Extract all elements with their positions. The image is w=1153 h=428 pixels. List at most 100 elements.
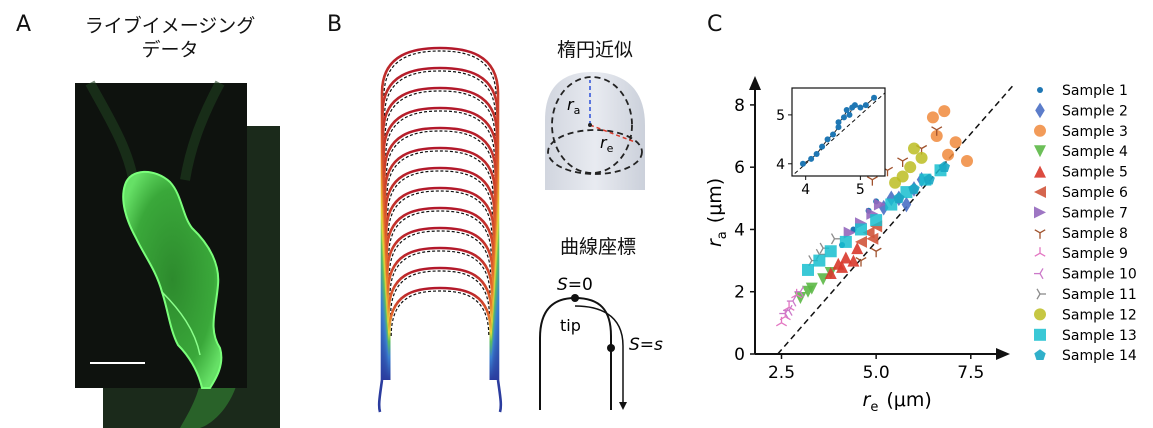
inset-data-point [813, 151, 820, 157]
data-point [836, 260, 849, 273]
y-tick-label: 0 [734, 345, 745, 365]
y-axis-label: ra(μm) [704, 178, 730, 247]
data-point [851, 242, 864, 255]
legend-label: Sample 14 [1062, 348, 1137, 364]
legend-entry: Sample 9 [1034, 246, 1128, 262]
legend-entry: Sample 8 [1034, 226, 1128, 242]
inset-data-point [843, 107, 850, 113]
data-point [938, 161, 950, 173]
s-zero-label: S=0 [557, 275, 593, 295]
x-tick-label: 5.0 [863, 363, 890, 383]
inset-data-point [846, 111, 853, 118]
live-imaging-stack [75, 80, 280, 428]
ellipse-schematic: ra re [545, 72, 645, 190]
contour-line [383, 146, 497, 380]
data-point [908, 142, 920, 155]
legend-entry: Sample 1 [1037, 83, 1128, 99]
data-point [885, 198, 898, 211]
ellipse-fit-line [385, 110, 495, 157]
contour-line [387, 286, 493, 380]
data-point [786, 295, 797, 307]
data-point [862, 226, 875, 239]
legend-entry: Sample 4 [1034, 144, 1128, 160]
y-tick-label: 6 [734, 158, 745, 178]
data-point [843, 226, 856, 239]
inset-data-point [862, 102, 869, 109]
legend-label: Sample 7 [1062, 205, 1128, 221]
data-point [855, 223, 867, 236]
data-point [824, 267, 837, 280]
data-point [830, 233, 841, 245]
inset-data-point [835, 119, 842, 126]
data-point [775, 316, 788, 327]
legend-entry: Sample 13 [1034, 328, 1137, 344]
legend-marker [1034, 308, 1046, 321]
inset-data-point [835, 124, 842, 131]
contour-line [382, 106, 498, 380]
data-point [870, 214, 883, 227]
data-point [783, 301, 795, 311]
data-point [901, 196, 912, 213]
legend-entry: Sample 12 [1034, 307, 1137, 323]
data-point [783, 304, 793, 316]
legend-marker [1034, 247, 1046, 257]
data-point [926, 111, 939, 124]
data-point [866, 176, 878, 186]
data-point [896, 170, 909, 183]
ellipse-fit-line [384, 70, 496, 117]
ellipse-fit-line [385, 130, 495, 177]
legend-marker [1034, 124, 1046, 137]
y-tick-label: 4 [734, 220, 745, 240]
inset-data-point [799, 160, 806, 167]
data-point [839, 235, 852, 248]
legend-marker [1034, 268, 1044, 280]
legend-label: Sample 13 [1062, 328, 1137, 344]
data-point [866, 232, 879, 245]
legend-marker [1035, 102, 1045, 119]
ellipse-re-label: re [600, 133, 614, 155]
panel-a-title-line2: データ [141, 39, 199, 61]
legend: Sample 1 Sample 2 Sample 3 Sample 4 Sample 5… [1034, 83, 1137, 364]
y-axis-arrow [749, 76, 761, 90]
legend-label: Sample 6 [1062, 185, 1128, 201]
legend-label: Sample 8 [1062, 226, 1128, 242]
x-tick-label: 7.5 [957, 363, 984, 383]
legend-entry: Sample 6 [1034, 185, 1128, 201]
legend-marker [1034, 328, 1046, 341]
inset-data-point [808, 155, 815, 162]
data-point [813, 254, 826, 267]
legend-entry: Sample 11 [1036, 287, 1137, 303]
inset-data-point [830, 131, 837, 138]
legend-label: Sample 4 [1062, 144, 1128, 160]
data-point [855, 235, 867, 248]
legend-entry: Sample 7 [1034, 205, 1128, 221]
contour-line [387, 266, 493, 380]
panel-a-title-line1: ライブイメージング [84, 15, 256, 37]
legend-marker [1034, 186, 1046, 198]
legend-marker [1034, 145, 1046, 158]
data-point [794, 286, 804, 298]
contour-stack [377, 46, 503, 413]
data-point [839, 251, 852, 264]
legend-marker [1036, 288, 1046, 300]
legend-marker [1034, 349, 1046, 361]
data-point [897, 157, 909, 167]
inset-y-tick-label: 5 [776, 108, 785, 124]
panel-c-letter: C [707, 12, 723, 37]
contour-line [384, 186, 496, 380]
contour-tail-left [377, 379, 384, 413]
data-point [931, 126, 943, 136]
inset-x-tick-label: 4 [801, 182, 810, 198]
data-point [930, 130, 943, 143]
ellipse-fit-line [387, 170, 493, 217]
legend-entry: Sample 5 [1034, 165, 1128, 181]
legend-marker [1034, 165, 1046, 178]
data-point [779, 310, 791, 321]
data-point [908, 182, 920, 194]
contour-line [383, 126, 497, 380]
inset-y-tick-label: 4 [776, 157, 785, 173]
data-point [866, 207, 879, 220]
data-point [893, 192, 905, 204]
contour-line [386, 226, 494, 380]
